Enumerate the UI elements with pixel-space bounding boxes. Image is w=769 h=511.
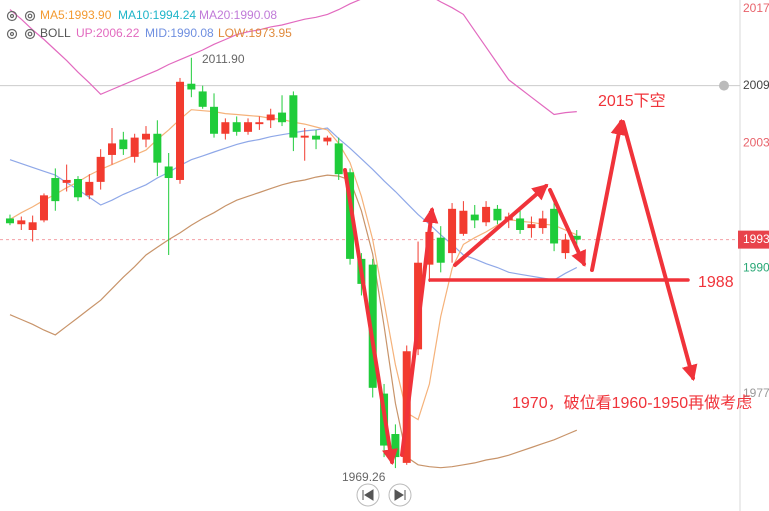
candle-body <box>176 81 185 180</box>
candle-body <box>17 220 26 225</box>
candle-body <box>550 208 559 244</box>
indicator-line <box>9 174 578 469</box>
annotation: 1988 <box>698 274 734 291</box>
annotation: 2015下空 <box>598 92 666 110</box>
candle-body <box>448 208 457 254</box>
candle-body <box>221 122 230 134</box>
next-icon <box>394 489 406 501</box>
y-tick-label: 1993 <box>743 232 769 246</box>
legend-entry: UP:2006.22 <box>76 26 140 40</box>
candle-body <box>28 222 37 230</box>
candle-body <box>96 156 105 182</box>
candle-body <box>289 95 298 138</box>
candle-body <box>198 91 207 107</box>
candle-body <box>244 122 253 132</box>
candle-body <box>538 218 547 229</box>
candle-body <box>142 133 151 140</box>
low-label: 1969.26 <box>342 470 386 484</box>
candle-body <box>300 135 309 138</box>
legend-icons <box>6 10 36 40</box>
y-tick-label: 1990 <box>743 261 769 275</box>
candle-body <box>436 237 445 263</box>
candle-body <box>346 172 355 259</box>
candle-body <box>414 262 423 350</box>
candle-body <box>51 178 60 202</box>
annotation: 1970，破位看1960-1950再做考虑 <box>512 394 752 412</box>
nav-buttons[interactable] <box>356 483 412 507</box>
prev-icon <box>362 489 374 501</box>
candle-body <box>107 143 116 155</box>
legend-entry: MA10:1994.24 <box>118 8 196 22</box>
candle-body <box>232 122 241 132</box>
y-tick-label: 2009 <box>743 78 769 92</box>
candle-body <box>516 218 525 230</box>
candle-body <box>312 135 321 140</box>
price-tag <box>738 230 769 249</box>
indicator-line <box>9 0 577 116</box>
candle-body <box>130 137 139 157</box>
candle-body <box>255 122 264 125</box>
indicator-line <box>9 109 578 421</box>
candle-body <box>572 235 581 240</box>
candle-body <box>425 231 434 265</box>
candle-body <box>187 83 196 90</box>
high-label: 2011.90 <box>202 52 245 66</box>
y-tick-label: 2017 <box>743 1 769 15</box>
candle-body <box>482 206 491 223</box>
legend-entry: BOLL <box>40 26 71 40</box>
candle-body <box>62 179 71 183</box>
candle-body <box>391 434 400 458</box>
candle-body <box>39 195 48 221</box>
annotation-arrows <box>343 118 698 466</box>
candle-body <box>368 264 377 388</box>
y-tick-label: 2003 <box>743 136 769 150</box>
legend-entry: MID:1990.08 <box>145 26 214 40</box>
legend-entry: LOW:1973.95 <box>218 26 292 40</box>
candle-body <box>119 139 128 150</box>
legend-entry: MA5:1993.90 <box>40 8 112 22</box>
candle-body <box>493 208 502 221</box>
candle-body <box>73 178 82 198</box>
candle-body <box>459 210 468 234</box>
candle-body <box>527 224 536 229</box>
candle-body <box>210 106 219 134</box>
candle-body <box>266 114 275 121</box>
candle-body <box>561 239 570 254</box>
candle-body <box>5 218 14 224</box>
legend-entry: MA20:1990.08 <box>199 8 277 22</box>
candle-body <box>323 137 332 142</box>
candle-body <box>85 181 94 196</box>
candle-body <box>164 166 173 179</box>
candle-body <box>334 143 343 175</box>
candle-body <box>278 112 287 123</box>
alert-icon <box>719 80 729 91</box>
y-tick-label: 1977 <box>743 386 769 400</box>
candle-body <box>153 133 162 163</box>
candle-body <box>470 214 479 221</box>
